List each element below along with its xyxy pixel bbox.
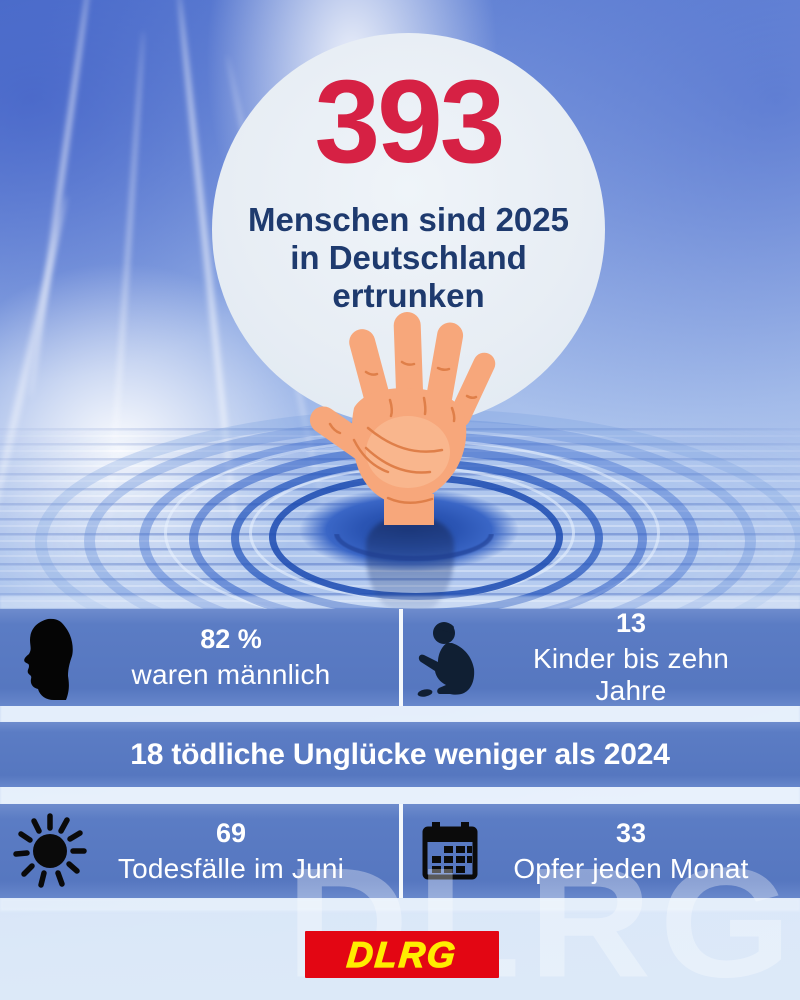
dlrg-logo: DLRG — [305, 931, 499, 978]
stat-cell-children: 13 Kinder bis zehn Jahre — [400, 608, 800, 707]
underwater-arm-shadow — [366, 516, 454, 612]
drowned-total-number: 393 — [314, 56, 506, 188]
male-head-icon — [4, 616, 96, 700]
stat-label: Kinder bis zehn Jahre — [532, 643, 729, 706]
headline-line-1: Menschen sind 2025 — [248, 201, 569, 238]
stat-label: waren männlich — [131, 659, 331, 690]
water-reflection-streak — [28, 0, 93, 399]
divider — [399, 609, 403, 706]
stat-cell-male: 82 % waren männlich — [0, 609, 400, 706]
sun-icon — [4, 811, 96, 891]
child-sitting-icon — [404, 619, 496, 697]
band-gap — [0, 785, 800, 805]
stat-text-children: 13 Kinder bis zehn Jahre — [496, 608, 800, 707]
dlrg-logo-text: DLRG — [345, 933, 460, 975]
drowning-hand-illustration — [309, 312, 496, 525]
comparison-text: 18 tödliche Unglücke weniger als 2024 — [130, 737, 670, 771]
stats-row-1: 82 % waren männlich 13 Kinder bis zehn J… — [0, 608, 800, 707]
stat-text-male: 82 % waren männlich — [96, 624, 400, 691]
headline-line-2: in Deutschland — [290, 239, 527, 276]
comparison-banner: 18 tödliche Unglücke weniger als 2024 — [0, 722, 800, 787]
stat-value: 13 — [615, 608, 647, 638]
stat-value: 82 % — [200, 624, 262, 654]
